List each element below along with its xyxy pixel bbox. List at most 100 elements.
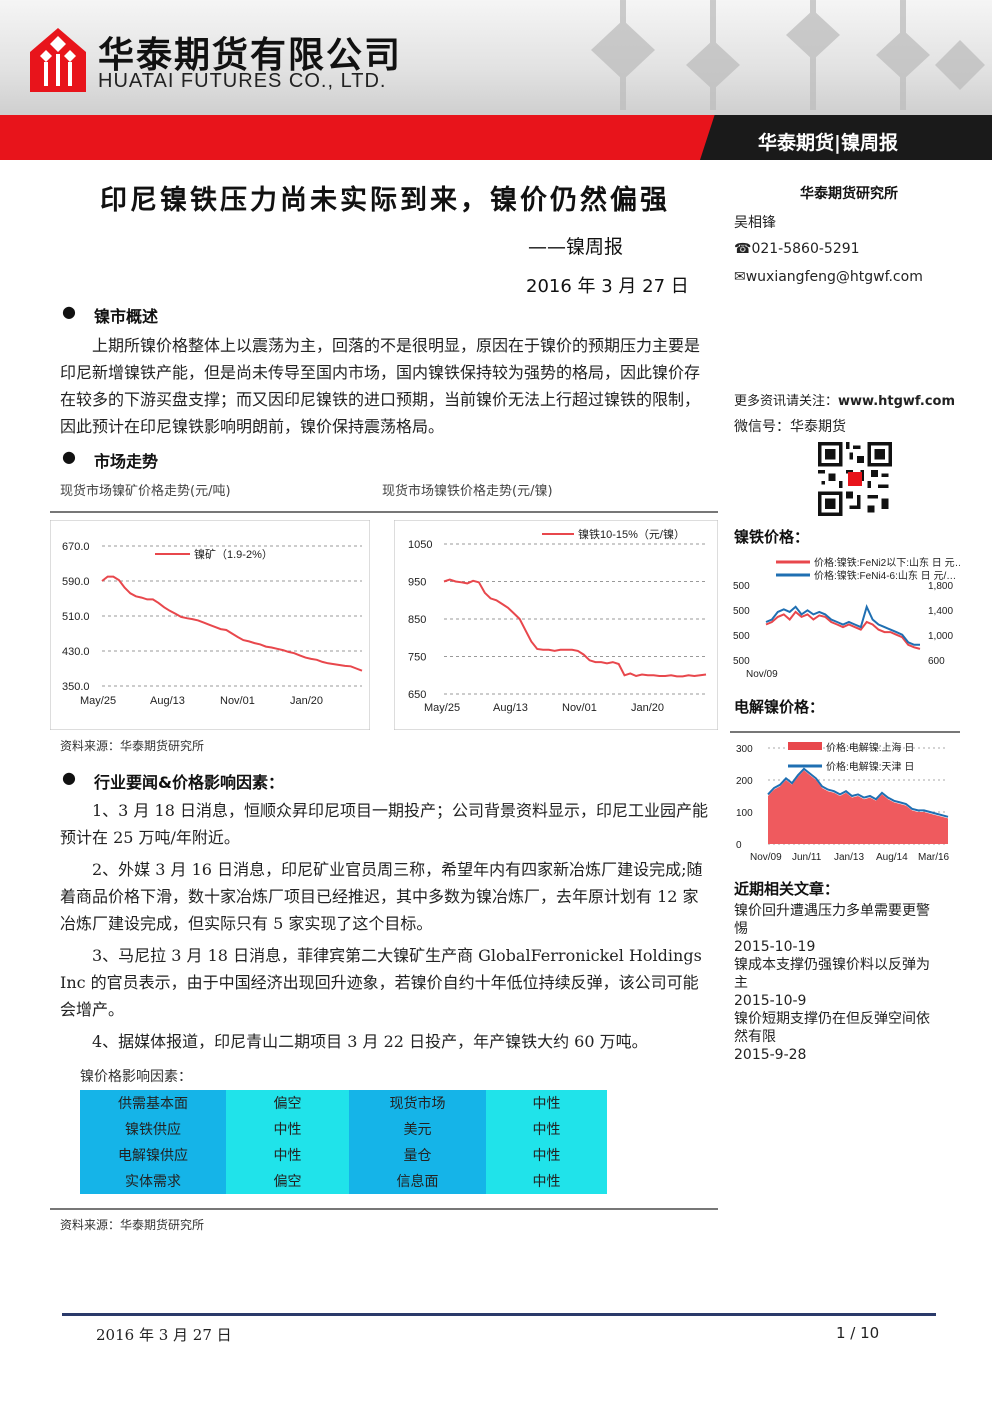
divider — [50, 1208, 718, 1210]
x-tick-label: Jan/13 — [834, 852, 864, 863]
envelope-icon: ✉ — [734, 269, 746, 285]
table-cell: 中性 — [226, 1142, 349, 1168]
table-cell: 中性 — [486, 1090, 607, 1116]
y-tick-label-right: 600 — [928, 656, 945, 667]
footer-date: 2016 年 3 月 27 日 — [96, 1326, 232, 1344]
y-tick-label: 200 — [736, 776, 753, 787]
ferronickel-heading: 镍铁价格： — [734, 528, 810, 546]
article-date: 2015-9-28 — [734, 1047, 807, 1063]
divider — [50, 511, 718, 513]
report-date: 2016 年 3 月 27 日 — [526, 276, 689, 297]
chart-ferronickel-sidebar: 价格:镍铁:FeNi2以下:山东 日 元… 价格:镍铁:FeNi4-6:山东 日… — [733, 556, 960, 678]
series-line — [765, 603, 920, 646]
y-tick-label: 500 — [733, 656, 750, 667]
legend-swatch — [788, 742, 822, 750]
y-tick-label: 500 — [733, 631, 750, 642]
article-title[interactable]: 镍价短期支撑仍在但反弹空间依然有限 — [734, 1011, 930, 1045]
x-tick-label: Aug/13 — [493, 702, 528, 714]
institute-name: 华泰期货研究所 — [800, 186, 898, 202]
email-line: ✉wuxiangfeng@htgwf.com — [734, 269, 923, 285]
table-cell: 美元 — [349, 1116, 486, 1142]
paragraph-text: 上期所镍价格整体上以震荡为主，回落的不是很明显，原因在于镍价的预期压力主要是印尼… — [60, 336, 701, 436]
x-tick-label: Mar/16 — [918, 852, 950, 863]
report-series-label: 华泰期货|镍周报 — [758, 132, 898, 154]
y-tick-label: 650 — [408, 689, 426, 701]
y-tick-label: 1050 — [408, 539, 432, 551]
table-cell: 偏空 — [226, 1090, 349, 1116]
y-tick-label: 300 — [736, 744, 753, 755]
table-cell: 信息面 — [349, 1168, 486, 1194]
x-tick-label: May/25 — [80, 695, 116, 707]
y-tick-label-right: 1,800 — [928, 581, 953, 592]
industry-news-list: 1、3 月 18 日消息，恒顺众昇印尼项目一期投产；公司背景资料显示，印尼工业园… — [60, 797, 708, 1055]
x-tick-label: Jan/20 — [631, 702, 664, 714]
y-tick-label-right: 1,000 — [928, 631, 953, 642]
series-line — [767, 767, 949, 818]
header-band-dark — [700, 115, 992, 160]
news-item: 3、马尼拉 3 月 18 日消息，菲律宾第二大镍矿生产商 GlobalFerro… — [60, 946, 702, 1019]
header-decoration — [591, 0, 985, 110]
table-row: 实体需求 偏空 信息面 中性 — [80, 1168, 607, 1194]
source-note: 资料来源：华泰期货研究所 — [60, 739, 205, 753]
legend-label: 价格:镍铁:FeNi2以下:山东 日 元… — [814, 556, 960, 569]
y-tick-label: 350.0 — [62, 681, 90, 693]
x-tick-label: Jan/20 — [290, 695, 323, 707]
table-cell: 偏空 — [226, 1168, 349, 1194]
legend-label: 价格:镍铁:FeNi4-6:山东 日 元/… — [814, 569, 956, 582]
x-tick-label: May/25 — [424, 702, 460, 714]
y-tick-label-right: 1,400 — [928, 606, 953, 617]
series-area — [768, 770, 948, 844]
series-line — [443, 578, 707, 678]
articles-heading: 近期相关文章： — [734, 880, 840, 898]
legend-label: 镍铁10-15%（元/镍） — [578, 527, 685, 541]
header-background — [0, 0, 992, 115]
related-articles-list: 镍价回升遭遇压力多单需要更警惕 2015-10-19 镍成本支撑仍强镍价料以反弹… — [734, 902, 934, 1064]
table-cell: 中性 — [486, 1168, 607, 1194]
y-tick-label: 0 — [736, 840, 742, 851]
y-tick-label: 750 — [408, 652, 426, 664]
legend-label: 价格:电解镍:上海 日 — [826, 741, 914, 754]
chart-electrolytic-nickel: 价格:电解镍:上海 日 价格:电解镍:天津 日 0 100 200 300 Nov/09… — [736, 741, 950, 863]
company-name-en: HUATAI FUTURES CO., LTD. — [98, 70, 387, 92]
company-logo — [30, 28, 86, 92]
website-link[interactable]: www.htgwf.com — [838, 394, 956, 409]
source-note: 资料来源：华泰期货研究所 — [60, 1218, 205, 1232]
wechat-id: 微信号：华泰期货 — [734, 419, 846, 435]
divider — [730, 731, 960, 733]
legend-label: 价格:电解镍:天津 日 — [826, 760, 914, 773]
news-item: 2、外媒 3 月 16 日消息，印尼矿业官员周三称，希望年内有四家新冶炼厂建设完… — [60, 860, 703, 933]
author-name: 吴相锋 — [734, 215, 776, 231]
series-line — [101, 575, 363, 672]
bullet-icon: ● — [62, 768, 76, 787]
table-caption: 镍价格影响因素： — [80, 1069, 192, 1085]
chart-ferronickel-price: 650 750 850 950 1050 May/25 Aug/13 Nov/01 Jan/2… — [394, 520, 718, 730]
table-cell: 供需基本面 — [80, 1090, 226, 1116]
y-tick-label: 430.0 — [62, 646, 90, 658]
article-title[interactable]: 镍成本支撑仍强镍价料以反弹为主 — [734, 957, 930, 991]
x-tick-label: Nov/01 — [220, 695, 255, 707]
section-heading-market-trend: 市场走势 — [94, 452, 159, 471]
price-factor-table: 供需基本面 偏空 现货市场 中性 镍铁供应 中性 美元 中性 电解镍供应 中性 … — [80, 1090, 607, 1194]
series-line — [765, 610, 921, 650]
chart-frame — [394, 520, 718, 730]
company-name-cn: 华泰期货有限公司 — [98, 35, 403, 76]
phone-number: 021-5860-5291 — [751, 241, 860, 257]
legend-label: 镍矿（1.9-2%） — [194, 547, 273, 561]
more-info-line: 更多资讯请关注：www.htgwf.com — [734, 390, 955, 409]
chart-caption-ore: 现货市场镍矿价格走势(元/吨) — [60, 484, 231, 499]
electrolytic-heading: 电解镍价格： — [734, 698, 825, 716]
table-row: 供需基本面 偏空 现货市场 中性 — [80, 1090, 607, 1116]
more-info-label: 更多资讯请关注： — [734, 394, 839, 409]
table-cell: 量仓 — [349, 1142, 486, 1168]
y-tick-label: 850 — [408, 614, 426, 626]
x-tick-label: Jun/11 — [792, 852, 822, 863]
section-heading-industry-news: 行业要闻&价格影响因素： — [94, 773, 284, 792]
email-address[interactable]: wuxiangfeng@htgwf.com — [745, 269, 923, 285]
y-tick-label: 670.0 — [62, 541, 90, 553]
section-heading-market-overview: 镍市概述 — [94, 307, 159, 326]
table-cell: 实体需求 — [80, 1168, 226, 1194]
report-title: 印尼镍铁压力尚未实际到来，镍价仍然偏强 — [100, 185, 670, 216]
article-title[interactable]: 镍价回升遭遇压力多单需要更警惕 — [734, 903, 930, 937]
news-item: 1、3 月 18 日消息，恒顺众昇印尼项目一期投产；公司背景资料显示，印尼工业园… — [60, 801, 708, 847]
table-cell: 镍铁供应 — [80, 1116, 226, 1142]
